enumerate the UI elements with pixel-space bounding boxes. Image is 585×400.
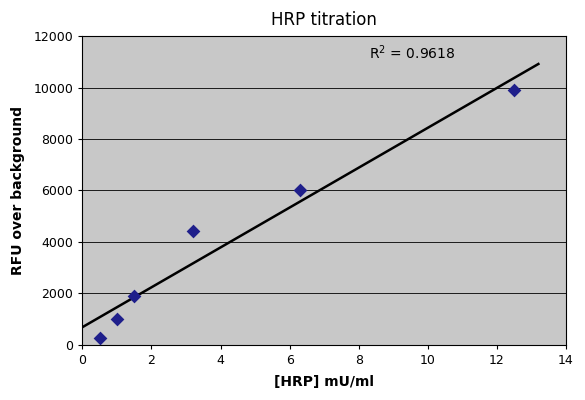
Point — [295, 187, 305, 194]
Point — [188, 228, 198, 235]
Text: R$^2$ = 0.9618: R$^2$ = 0.9618 — [369, 44, 456, 62]
Point — [112, 316, 122, 322]
Title: HRP titration: HRP titration — [271, 11, 377, 29]
Point — [510, 87, 519, 93]
Y-axis label: RFU over background: RFU over background — [11, 106, 25, 275]
Point — [95, 335, 104, 341]
Point — [129, 292, 139, 299]
X-axis label: [HRP] mU/ml: [HRP] mU/ml — [274, 375, 374, 389]
